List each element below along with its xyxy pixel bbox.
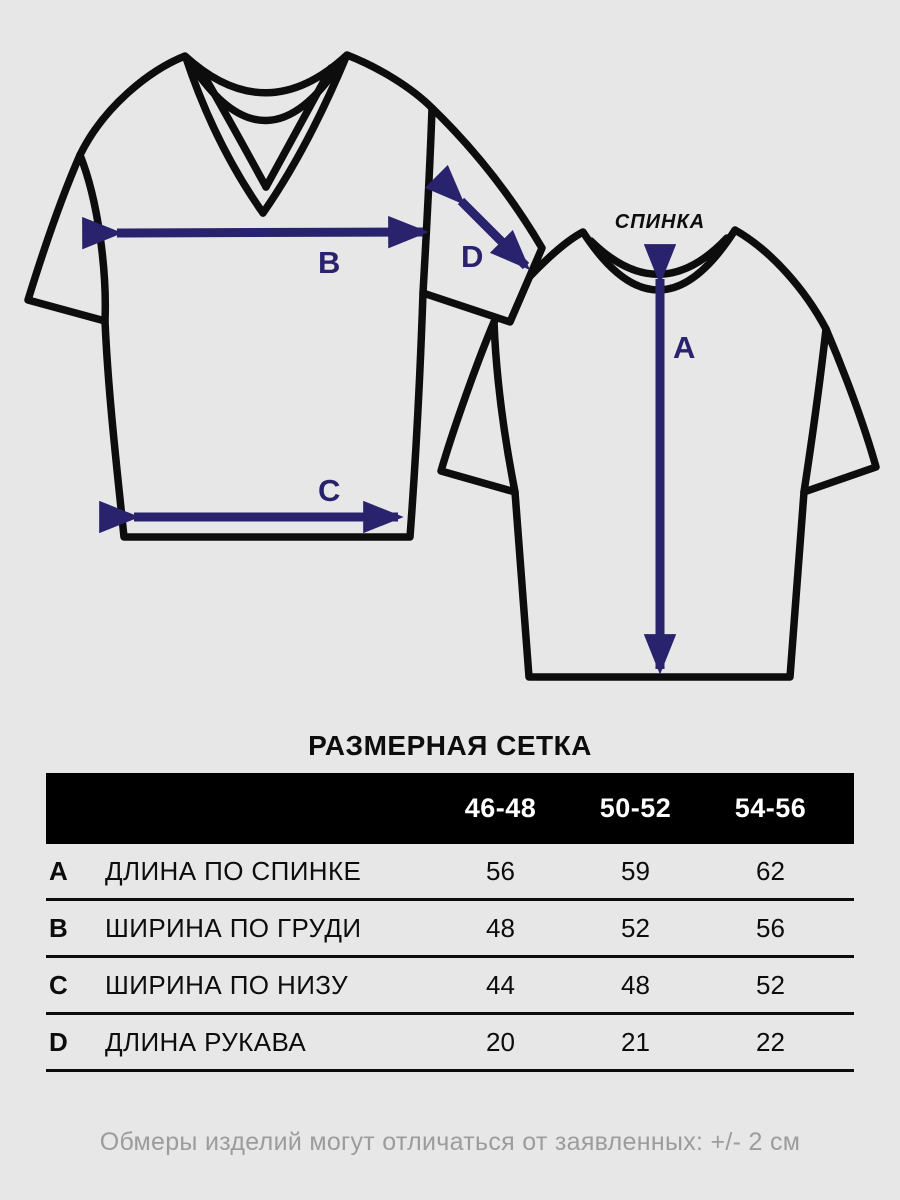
measurement-arrows xyxy=(82,164,677,675)
row-label: ШИРИНА ПО НИЗУ xyxy=(105,969,349,1000)
measure-label-b: B xyxy=(318,245,340,280)
measure-label-c: C xyxy=(318,473,340,508)
measure-label-a: A xyxy=(673,330,695,365)
shirt-front-vneck-outer-right-line xyxy=(259,53,350,217)
measure-d-arrow xyxy=(424,164,531,271)
row-value: 44 xyxy=(486,969,515,1000)
row-value: 56 xyxy=(486,855,515,886)
row-value: 56 xyxy=(756,912,785,943)
row-value: 48 xyxy=(621,969,650,1000)
row-value: 52 xyxy=(621,912,650,943)
row-letter: D xyxy=(49,1026,68,1057)
row-value: 20 xyxy=(486,1026,515,1057)
shirt-front-vneck-outer-left-line xyxy=(182,54,267,217)
shirt-front-outline xyxy=(24,51,546,541)
measure-b-arrow xyxy=(82,215,429,250)
row-letter: A xyxy=(49,855,68,886)
row-value: 48 xyxy=(486,912,515,943)
back-view-caption: СПИНКА xyxy=(615,211,705,233)
shirt-front-vneck-inner-left-line xyxy=(198,68,270,191)
row-value: 21 xyxy=(621,1026,650,1057)
size-table-header-row: 46-48 50-52 54-56 xyxy=(46,773,854,844)
size-column-50-52: 50-52 xyxy=(599,793,672,823)
row-value: 52 xyxy=(756,969,785,1000)
measure-label-d: D xyxy=(461,239,483,274)
row-letter: C xyxy=(49,969,68,1000)
shirt-front-vneck-inner-right-line xyxy=(262,64,335,191)
row-value: 59 xyxy=(621,855,650,886)
measurement-tolerance-note: Обмеры изделий могут отличаться от заявл… xyxy=(99,1128,801,1156)
row-label: ДЛИНА ПО СПИНКЕ xyxy=(105,855,362,886)
size-table-title: РАЗМЕРНАЯ СЕТКА xyxy=(308,730,592,761)
row-value: 62 xyxy=(756,855,785,886)
row-value: 22 xyxy=(756,1026,785,1057)
size-column-46-48: 46-48 xyxy=(464,793,537,823)
table-row: C ШИРИНА ПО НИЗУ 44 48 52 xyxy=(46,958,854,1015)
row-label: ШИРИНА ПО ГРУДИ xyxy=(105,912,362,943)
table-row: B ШИРИНА ПО ГРУДИ 48 52 56 xyxy=(46,901,854,958)
size-column-54-56: 54-56 xyxy=(734,793,807,823)
row-letter: B xyxy=(49,912,68,943)
row-label: ДЛИНА РУКАВА xyxy=(105,1026,307,1057)
shirt-back-left-seam-line xyxy=(490,318,519,496)
shirt-back-right-seam-line xyxy=(800,325,830,496)
table-row: D ДЛИНА РУКАВА 20 21 22 xyxy=(46,1015,854,1072)
size-table: 46-48 50-52 54-56 A ДЛИНА ПО СПИНКЕ 56 5… xyxy=(46,773,854,1072)
tshirt-measurement-diagram: B C D A СПИНКА xyxy=(24,51,880,681)
table-row: A ДЛИНА ПО СПИНКЕ 56 59 62 xyxy=(46,844,854,901)
